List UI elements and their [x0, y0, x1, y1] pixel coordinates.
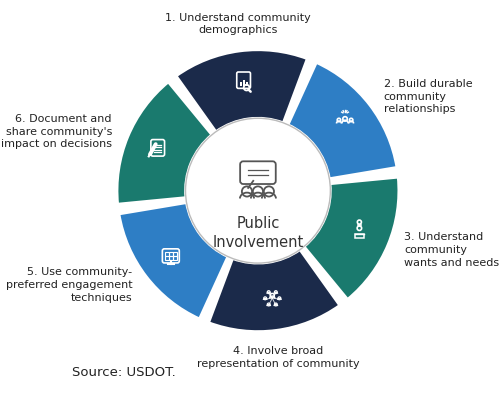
Bar — [169, 256, 172, 260]
Wedge shape — [288, 62, 397, 179]
Text: 3. Understand
community
wants and needs: 3. Understand community wants and needs — [404, 232, 499, 268]
Wedge shape — [119, 202, 228, 319]
Bar — [240, 82, 242, 86]
Wedge shape — [176, 50, 308, 132]
Bar — [165, 252, 169, 256]
Bar — [243, 80, 245, 86]
Bar — [165, 256, 169, 260]
Circle shape — [186, 118, 330, 263]
Wedge shape — [208, 250, 340, 331]
Text: 5. Use community-
preferred engagement
techniques: 5. Use community- preferred engagement t… — [6, 267, 132, 303]
Wedge shape — [117, 82, 212, 204]
Text: 1. Understand community
demographics: 1. Understand community demographics — [165, 13, 310, 35]
Wedge shape — [304, 177, 399, 299]
Text: Source: USDOT.: Source: USDOT. — [72, 366, 176, 379]
Text: 6. Document and
share community's
impact on decisions: 6. Document and share community's impact… — [1, 114, 112, 149]
Bar — [172, 256, 176, 260]
Text: Public
Involvement: Public Involvement — [212, 216, 304, 251]
Text: 4. Involve broad
representation of community: 4. Involve broad representation of commu… — [197, 346, 360, 369]
Bar — [169, 252, 172, 256]
Bar — [354, 234, 364, 238]
Bar — [172, 252, 176, 256]
Bar — [246, 81, 248, 86]
Text: 2. Build durable
community
relationships: 2. Build durable community relationships — [384, 79, 472, 114]
